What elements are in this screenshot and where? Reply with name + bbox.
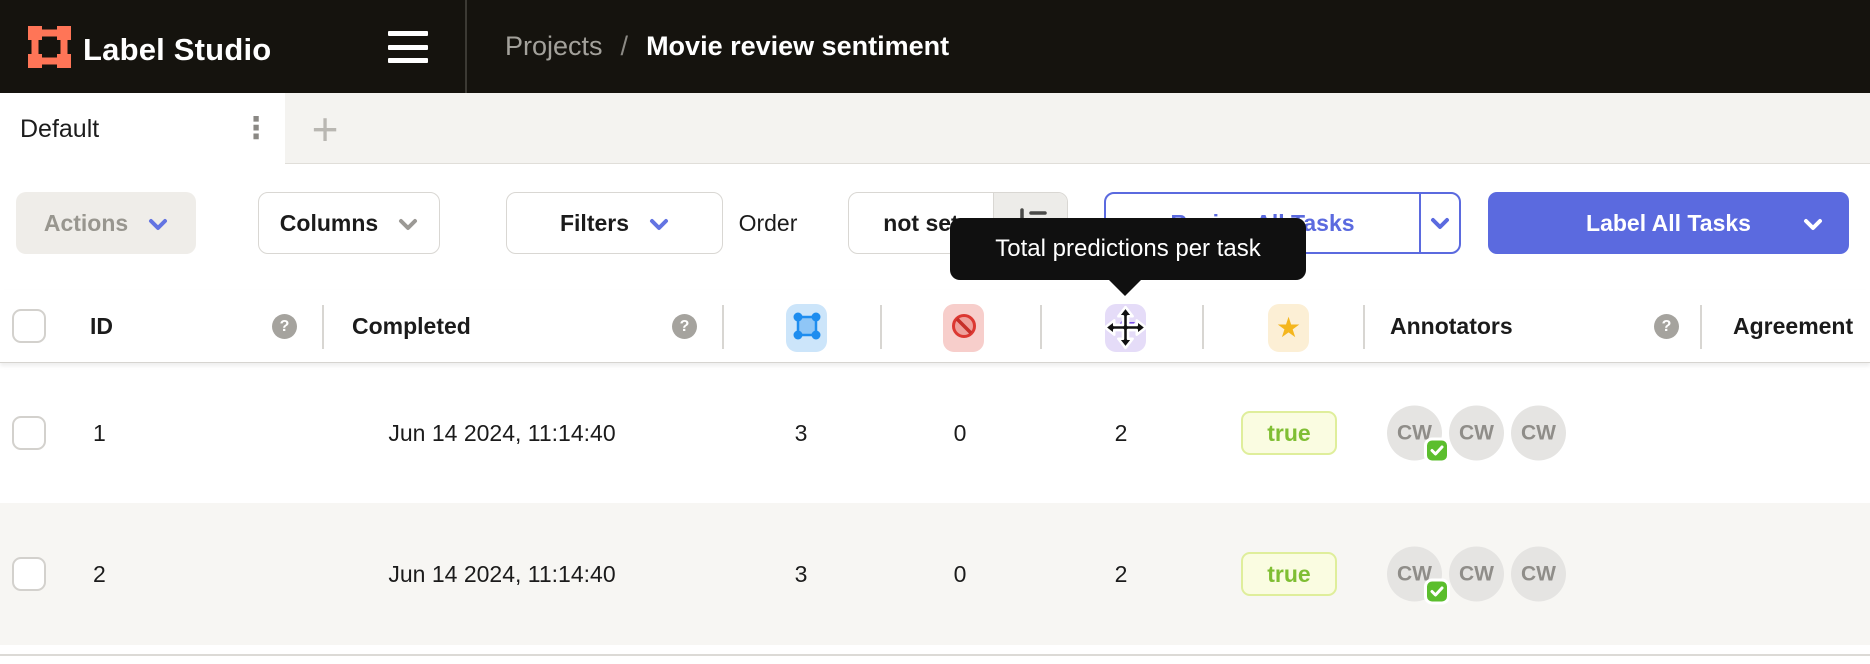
annotator-avatar[interactable]: CW: [1387, 546, 1450, 605]
column-header-total-annotations[interactable]: [786, 304, 827, 352]
chevron-down-icon: [649, 210, 669, 237]
avatar-initials: CW: [1521, 562, 1556, 585]
column-resize-handle: [880, 305, 882, 349]
annotators-cell: CW CW CW: [1387, 405, 1566, 464]
tab-default-label: Default: [20, 114, 100, 143]
add-tab-button[interactable]: +: [311, 102, 339, 155]
label-studio-logo-icon: [26, 23, 73, 76]
column-resize-handle: [1202, 305, 1204, 349]
column-header-cancelled-annotations[interactable]: [943, 304, 984, 352]
app-logo[interactable]: Label Studio: [26, 23, 271, 76]
breadcrumb: Projects / Movie review sentiment: [505, 0, 949, 93]
cell-total-annotations: 3: [794, 560, 808, 587]
cell-total-predictions: 2: [1114, 419, 1128, 446]
ground-truth-badge: true: [1241, 552, 1337, 596]
filters-label: Filters: [559, 209, 630, 236]
label-all-tasks-button[interactable]: Label All Tasks: [1488, 192, 1849, 254]
tooltip-caret: [1108, 279, 1142, 296]
annotator-avatar[interactable]: CW: [1511, 546, 1566, 602]
tooltip: Total predictions per task: [950, 218, 1306, 280]
column-resize-handle: [322, 305, 324, 349]
avatar-initials: CW: [1459, 562, 1494, 585]
tab-default[interactable]: Default ⋮: [0, 93, 285, 165]
table-row[interactable]: 2 Jun 14 2024, 11:14:40 3 0 2 true CW CW…: [0, 503, 1870, 645]
move-cursor-icon: [1103, 305, 1148, 355]
avatar-initials: CW: [1459, 421, 1494, 444]
column-header-ground-truth[interactable]: ★: [1268, 304, 1309, 352]
ground-truth-badge: true: [1241, 411, 1337, 455]
avatar-initials: CW: [1397, 421, 1432, 444]
filters-dropdown-button[interactable]: Filters: [506, 192, 723, 254]
chevron-down-icon: [1803, 210, 1823, 237]
app-title: Label Studio: [83, 31, 272, 67]
table-header: ID ? Completed ? ★: [0, 290, 1870, 363]
column-header-completed[interactable]: Completed: [352, 312, 471, 339]
row-checkbox[interactable]: [12, 416, 46, 450]
annotator-avatar[interactable]: CW: [1449, 405, 1504, 461]
breadcrumb-projects-link[interactable]: Projects: [505, 31, 603, 61]
tooltip-text: Total predictions per task: [995, 235, 1261, 262]
label-all-tasks-label: Label All Tasks: [1586, 209, 1751, 236]
cell-completed: Jun 14 2024, 11:14:40: [388, 419, 616, 446]
column-resize-handle: [722, 305, 724, 349]
help-icon[interactable]: ?: [1654, 314, 1679, 339]
row-checkbox[interactable]: [12, 557, 46, 591]
column-resize-handle: [1363, 305, 1365, 349]
annotation-complete-check-icon: [1424, 578, 1450, 605]
annotator-avatar[interactable]: CW: [1387, 405, 1450, 464]
cell-cancelled-annotations: 0: [953, 419, 967, 446]
annotation-complete-check-icon: [1424, 437, 1450, 464]
columns-dropdown-button[interactable]: Columns: [258, 192, 440, 254]
chevron-down-icon: [398, 210, 418, 237]
cell-total-predictions: 2: [1114, 560, 1128, 587]
actions-label: Actions: [43, 209, 129, 236]
avatar-initials: CW: [1521, 421, 1556, 444]
chevron-down-icon: [148, 210, 168, 237]
order-label: Order: [738, 209, 798, 236]
avatar-initials: CW: [1397, 562, 1432, 585]
cell-cancelled-annotations: 0: [953, 560, 967, 587]
breadcrumb-separator: /: [620, 31, 629, 61]
cell-id: 1: [93, 419, 106, 446]
tab-options-kebab-icon[interactable]: ⋮: [241, 112, 271, 145]
column-resize-handle: [1700, 305, 1702, 349]
select-all-checkbox[interactable]: [12, 309, 46, 343]
cancelled-no-entry-icon: [949, 311, 979, 346]
cell-completed: Jun 14 2024, 11:14:40: [388, 560, 616, 587]
table-bottom-divider: [0, 654, 1870, 656]
toolbar: Actions Columns Filters Order not set: [0, 164, 1870, 290]
annotators-cell: CW CW CW: [1387, 546, 1566, 605]
menu-hamburger-icon[interactable]: [388, 31, 428, 63]
column-header-id[interactable]: ID: [90, 312, 113, 339]
view-tabs-bar: Default ⋮ +: [0, 93, 1870, 165]
columns-label: Columns: [279, 209, 379, 236]
help-icon[interactable]: ?: [272, 314, 297, 339]
order-value-dropdown[interactable]: not set: [883, 209, 959, 236]
column-resize-handle: [1040, 305, 1042, 349]
help-icon[interactable]: ?: [672, 314, 697, 339]
column-header-agreement[interactable]: Agreement: [1733, 312, 1854, 339]
actions-dropdown-button[interactable]: Actions: [16, 192, 196, 254]
cell-total-annotations: 3: [794, 419, 808, 446]
review-dropdown-caret[interactable]: [1419, 194, 1459, 252]
annotations-region-icon: [792, 311, 822, 346]
topbar: Label Studio Projects / Movie review sen…: [0, 0, 1870, 93]
column-header-annotators[interactable]: Annotators: [1390, 312, 1513, 339]
annotator-avatar[interactable]: CW: [1511, 405, 1566, 461]
table-row[interactable]: 1 Jun 14 2024, 11:14:40 3 0 2 true CW CW…: [0, 363, 1870, 503]
star-icon: ★: [1275, 312, 1302, 343]
topbar-divider: [465, 0, 467, 93]
annotator-avatar[interactable]: CW: [1449, 546, 1504, 602]
breadcrumb-current-project: Movie review sentiment: [646, 31, 950, 61]
cell-id: 2: [93, 560, 106, 587]
